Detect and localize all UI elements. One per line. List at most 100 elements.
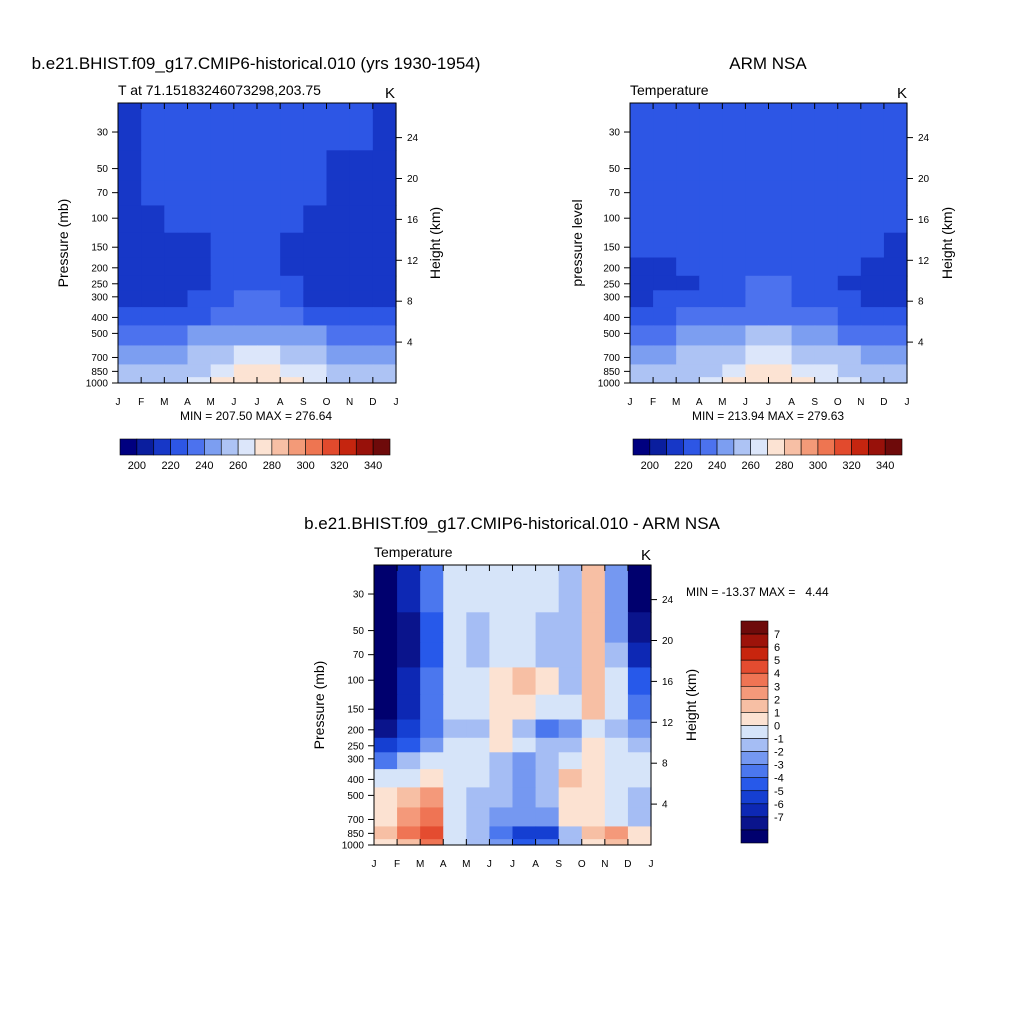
heatmap-cell xyxy=(420,807,444,828)
month-tick-label: N xyxy=(601,859,608,870)
heatmap-cell xyxy=(745,325,770,347)
heatmap-cell xyxy=(164,307,189,326)
heatmap-cell xyxy=(604,752,629,770)
heatmap-cell xyxy=(722,290,747,308)
colorbar-swatch xyxy=(784,438,802,456)
colorbar-swatch xyxy=(740,816,769,831)
heatmap-cell xyxy=(257,150,281,182)
heatmap-cell xyxy=(118,377,142,384)
heatmap-cell xyxy=(280,345,304,366)
heatmap-cell xyxy=(535,694,560,721)
colorbar-swatch xyxy=(767,438,785,456)
colorbar-swatch xyxy=(136,438,155,456)
pressure-tick-label: 250 xyxy=(347,741,364,752)
height-tick-label: 12 xyxy=(662,718,674,729)
heatmap-cell xyxy=(745,290,770,308)
pressure-tick-label: 250 xyxy=(91,279,108,290)
heatmap-cell xyxy=(581,826,606,840)
colorbar: 200 220 240 260 280 300 320 340 xyxy=(119,438,391,472)
heatmap-cell xyxy=(768,364,793,378)
heatmap-cell xyxy=(326,103,351,151)
heatmap-cell xyxy=(535,826,560,840)
heatmap-cell xyxy=(791,275,816,291)
heatmap-cell xyxy=(791,345,816,366)
heatmap-cell xyxy=(420,752,444,770)
heatmap-cell xyxy=(630,150,654,182)
heatmap-cell xyxy=(676,257,700,277)
heatmap-cell xyxy=(303,275,328,291)
heatmap-cell xyxy=(257,257,281,277)
heatmap-cell xyxy=(745,275,770,291)
heatmap-cell xyxy=(745,257,770,277)
heatmap-cell xyxy=(653,180,677,207)
height-tick-label: 12 xyxy=(407,256,419,267)
heatmap-cell xyxy=(791,377,816,384)
colorbar-label: 2 xyxy=(774,694,780,706)
heatmap-cell xyxy=(443,839,467,846)
heatmap-cell xyxy=(118,150,142,182)
heatmap-cell xyxy=(303,307,328,326)
heatmap-cell xyxy=(280,103,304,151)
heatmap-cell xyxy=(303,257,328,277)
colorbar-swatch xyxy=(740,672,769,687)
heatmap-cell xyxy=(676,290,700,308)
colorbar-label: 1 xyxy=(774,707,780,719)
colorbar-label: 6 xyxy=(774,642,780,654)
panel-units-label: K xyxy=(385,85,395,102)
month-tick-label: F xyxy=(138,397,144,408)
heatmap-cell xyxy=(233,205,258,234)
heatmap-cell xyxy=(372,103,397,151)
height-tick-label: 8 xyxy=(918,297,924,308)
pressure-tick-label: 30 xyxy=(353,590,365,601)
heatmap-cell xyxy=(489,612,514,644)
heatmap-cell xyxy=(604,769,629,788)
pressure-tick-label: 100 xyxy=(347,676,364,687)
heatmap-cell xyxy=(558,737,583,753)
heatmap-cell xyxy=(118,275,142,291)
heatmap-cell xyxy=(768,325,793,347)
heatmap-cell xyxy=(141,345,165,366)
heatmap-cell xyxy=(187,307,212,326)
heatmap-cell xyxy=(535,642,560,669)
heatmap-cell xyxy=(791,325,816,347)
heatmap-cell xyxy=(489,839,514,846)
heatmap-cell xyxy=(860,290,885,308)
heatmap-cell xyxy=(374,694,398,721)
heatmap-cell xyxy=(791,150,816,182)
heatmap-cell xyxy=(443,769,467,788)
height-tick-label: 24 xyxy=(662,595,674,606)
pressure-tick-label: 150 xyxy=(347,705,364,716)
heatmap-cell xyxy=(118,257,142,277)
colorbar-swatch xyxy=(305,438,323,456)
pressure-tick-label: 1000 xyxy=(342,841,365,852)
panel-units-label: K xyxy=(641,547,651,564)
pressure-tick-label: 500 xyxy=(347,791,364,802)
pressure-tick-label: 50 xyxy=(353,626,365,637)
colorbar-swatch xyxy=(740,829,769,844)
heatmap-cell xyxy=(883,180,908,207)
heatmap-cell xyxy=(187,180,212,207)
month-tick-label: J xyxy=(255,397,260,408)
heatmap-cell xyxy=(512,787,537,809)
pressure-tick-label: 250 xyxy=(603,279,620,290)
heatmap-cell xyxy=(257,180,281,207)
month-tick-label: O xyxy=(834,397,842,408)
y2-axis-label: Height (km) xyxy=(683,669,699,741)
pressure-tick-label: 200 xyxy=(603,263,620,274)
heatmap-cell xyxy=(768,257,793,277)
colorbar-swatch xyxy=(187,438,205,456)
pressure-tick-label: 70 xyxy=(609,188,621,199)
heatmap-cell xyxy=(883,345,908,366)
heatmap-cell xyxy=(837,232,862,259)
month-tick-label: A xyxy=(440,859,447,870)
heatmap-cell xyxy=(326,364,351,378)
heatmap-cell xyxy=(372,307,397,326)
heatmap-cell xyxy=(653,103,677,151)
colorbar-label: 300 xyxy=(296,460,314,472)
heatmap-cell xyxy=(581,769,606,788)
heatmap-cell xyxy=(699,232,723,259)
heatmap-cell xyxy=(860,180,885,207)
heatmap-cell xyxy=(627,694,652,721)
